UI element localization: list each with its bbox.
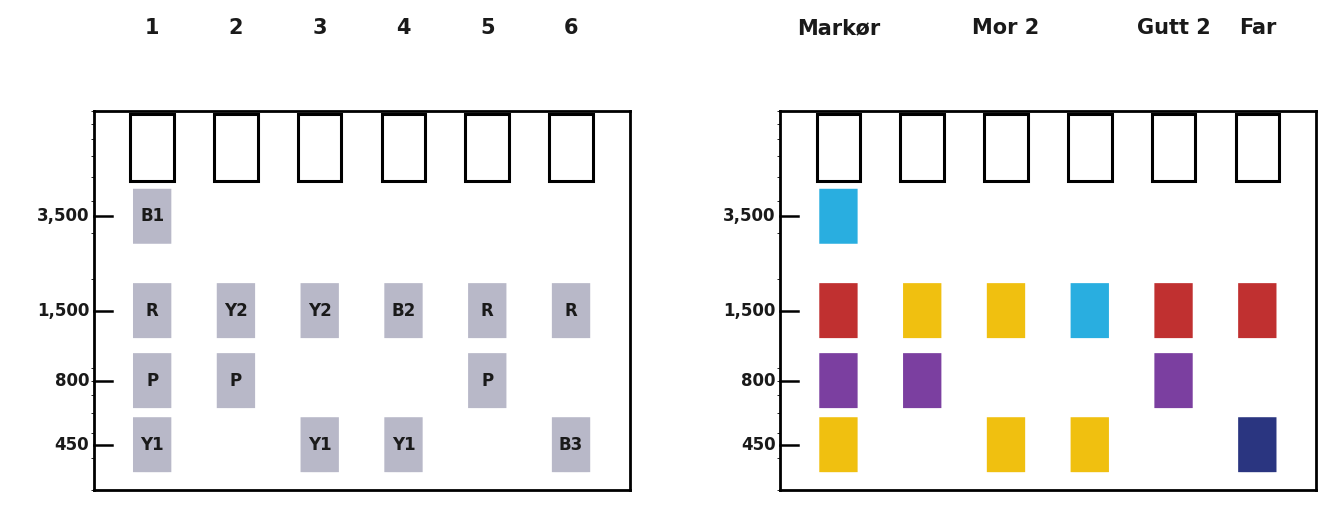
- Text: 4: 4: [397, 19, 410, 38]
- Text: 1,500: 1,500: [723, 301, 776, 320]
- FancyBboxPatch shape: [903, 283, 942, 338]
- Text: 3,500: 3,500: [723, 207, 776, 225]
- Bar: [1067, 114, 1112, 181]
- Bar: [1152, 114, 1196, 181]
- Bar: [1236, 114, 1279, 181]
- FancyBboxPatch shape: [468, 283, 506, 338]
- FancyBboxPatch shape: [987, 417, 1025, 472]
- Text: 450: 450: [55, 436, 90, 453]
- Text: Y1: Y1: [391, 436, 415, 453]
- FancyBboxPatch shape: [134, 283, 171, 338]
- Text: 800: 800: [741, 372, 776, 390]
- FancyBboxPatch shape: [552, 283, 591, 338]
- FancyBboxPatch shape: [819, 283, 858, 338]
- Text: R: R: [565, 301, 577, 320]
- FancyBboxPatch shape: [819, 189, 858, 244]
- Bar: [131, 114, 174, 181]
- Bar: [549, 114, 593, 181]
- FancyBboxPatch shape: [134, 189, 171, 244]
- Text: Markør: Markør: [796, 19, 880, 38]
- FancyBboxPatch shape: [134, 353, 171, 408]
- FancyBboxPatch shape: [819, 353, 858, 408]
- Text: R: R: [481, 301, 493, 320]
- Bar: [900, 114, 945, 181]
- Text: 450: 450: [741, 436, 776, 453]
- FancyBboxPatch shape: [1154, 353, 1193, 408]
- Text: P: P: [146, 372, 158, 390]
- Text: 3: 3: [313, 19, 327, 38]
- Bar: [465, 114, 509, 181]
- Text: Y1: Y1: [307, 436, 331, 453]
- FancyBboxPatch shape: [1070, 283, 1109, 338]
- Text: 3,500: 3,500: [37, 207, 90, 225]
- FancyBboxPatch shape: [301, 283, 339, 338]
- Text: P: P: [481, 372, 493, 390]
- Text: 5: 5: [480, 19, 494, 38]
- Text: Gutt 2: Gutt 2: [1137, 19, 1210, 38]
- FancyBboxPatch shape: [216, 283, 255, 338]
- Text: Y2: Y2: [307, 301, 331, 320]
- Text: 800: 800: [55, 372, 90, 390]
- FancyBboxPatch shape: [1238, 283, 1276, 338]
- FancyBboxPatch shape: [903, 353, 942, 408]
- Bar: [298, 114, 342, 181]
- FancyBboxPatch shape: [552, 417, 591, 472]
- Text: P: P: [230, 372, 242, 390]
- Text: Y2: Y2: [224, 301, 247, 320]
- Text: B2: B2: [391, 301, 415, 320]
- FancyBboxPatch shape: [134, 417, 171, 472]
- FancyBboxPatch shape: [468, 353, 506, 408]
- Text: Far: Far: [1238, 19, 1276, 38]
- FancyBboxPatch shape: [819, 417, 858, 472]
- FancyBboxPatch shape: [385, 417, 422, 472]
- Text: 1: 1: [144, 19, 159, 38]
- FancyBboxPatch shape: [1154, 283, 1193, 338]
- Text: B1: B1: [140, 207, 164, 225]
- FancyBboxPatch shape: [216, 353, 255, 408]
- FancyBboxPatch shape: [301, 417, 339, 472]
- Bar: [816, 114, 860, 181]
- FancyBboxPatch shape: [1238, 417, 1276, 472]
- Text: 2: 2: [228, 19, 243, 38]
- Text: Y1: Y1: [140, 436, 164, 453]
- FancyBboxPatch shape: [987, 283, 1025, 338]
- Text: Mor 2: Mor 2: [973, 19, 1039, 38]
- FancyBboxPatch shape: [385, 283, 422, 338]
- Bar: [214, 114, 258, 181]
- Text: 1,500: 1,500: [37, 301, 90, 320]
- Bar: [382, 114, 425, 181]
- Text: R: R: [146, 301, 159, 320]
- Bar: [985, 114, 1027, 181]
- FancyBboxPatch shape: [1070, 417, 1109, 472]
- Text: 6: 6: [564, 19, 578, 38]
- Text: B3: B3: [558, 436, 582, 453]
